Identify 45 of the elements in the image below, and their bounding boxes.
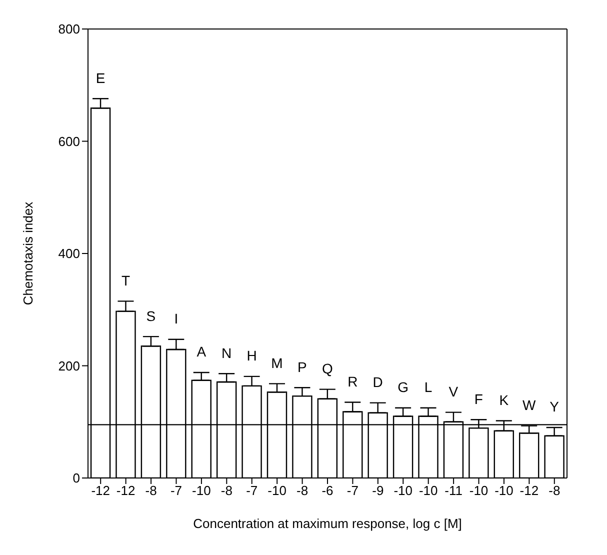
x-tick-label: -10: [418, 483, 438, 498]
data-label: G: [398, 379, 408, 396]
x-tick-label: -10: [192, 483, 211, 498]
x-tick-label: -10: [268, 483, 286, 498]
data-label: E: [96, 70, 106, 86]
y-tick-label: 0: [72, 470, 80, 486]
data-label: M: [271, 354, 283, 371]
x-axis-title: Concentration at maximum response, log c [M]: [193, 516, 462, 531]
x-tick-label: -12: [91, 483, 110, 498]
y-tick-label: 200: [58, 358, 80, 374]
data-label: V: [448, 384, 459, 400]
data-label: I: [174, 310, 178, 327]
data-label: F: [474, 390, 483, 407]
x-tick-label: -10: [469, 483, 488, 498]
data-label: K: [499, 392, 510, 408]
y-tick-label: 800: [58, 22, 80, 37]
x-tick-label: -7: [170, 483, 182, 498]
data-label: W: [522, 396, 536, 413]
x-tick-label: -12: [116, 483, 136, 498]
x-tick-label: -8: [296, 483, 308, 498]
x-tick-label: -10: [494, 483, 514, 498]
data-label: D: [372, 374, 383, 390]
x-tick-label: -8: [145, 483, 157, 498]
data-label: Q: [322, 360, 333, 377]
x-tick-label: -6: [322, 483, 334, 498]
x-tick-label: -8: [220, 483, 232, 498]
y-axis-title: Chemotaxis index: [20, 201, 36, 306]
y-tick-label: 600: [58, 134, 80, 149]
y-tick-label: 400: [58, 246, 80, 262]
data-label: P: [298, 358, 307, 375]
data-label: T: [121, 272, 130, 288]
data-label: Y: [550, 398, 560, 415]
data-label: N: [222, 344, 232, 361]
x-tick-label: -10: [394, 483, 413, 498]
x-tick-label: -9: [372, 483, 384, 498]
data-label: S: [146, 308, 156, 324]
data-label: H: [246, 348, 257, 364]
x-tick-label: -12: [520, 483, 539, 498]
data-label: L: [424, 379, 432, 396]
data-label: A: [196, 344, 207, 360]
x-tick-label: -8: [548, 483, 560, 498]
data-label: R: [348, 373, 358, 390]
x-tick-label: -11: [444, 483, 462, 498]
x-tick-label: -7: [246, 483, 258, 498]
x-tick-label: -7: [346, 483, 358, 498]
